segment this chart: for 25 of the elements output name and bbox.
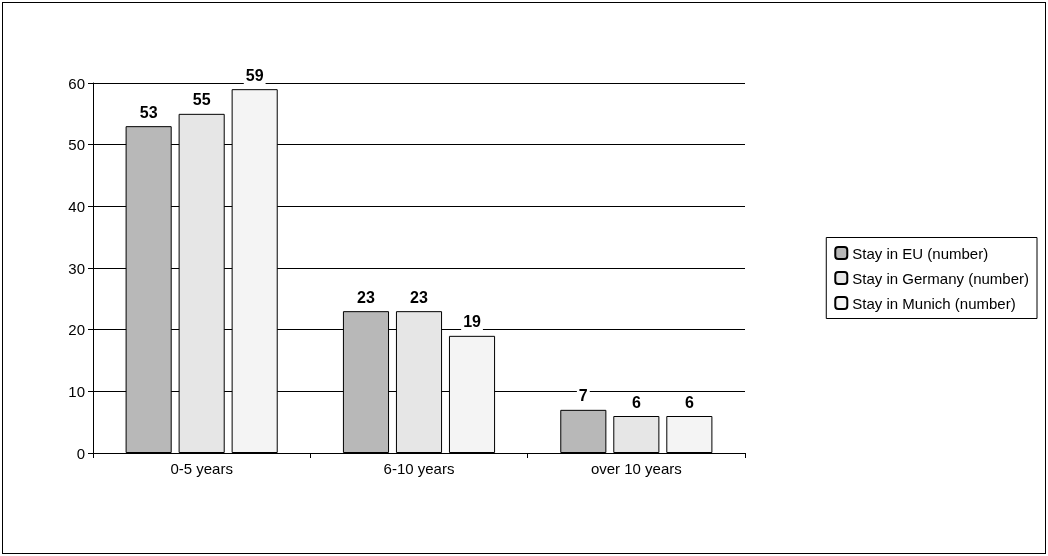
- data-label: 7: [578, 387, 588, 405]
- x-tick-label: 6-10 years: [383, 460, 455, 477]
- y-tick-label: 50: [68, 136, 85, 154]
- bar: [560, 409, 607, 453]
- x-tick-label: 0-5 years: [170, 460, 233, 477]
- data-label: 19: [463, 313, 482, 331]
- data-label: 23: [410, 288, 428, 306]
- data-label: 6: [631, 393, 641, 411]
- y-tick-label: 60: [68, 74, 85, 92]
- y-tick-label: 10: [68, 382, 85, 400]
- y-tick-label: 20: [68, 321, 85, 339]
- y-tick-label: 30: [68, 259, 85, 277]
- data-label: 23: [357, 288, 375, 306]
- y-tick-label: 40: [68, 197, 85, 215]
- legend-label: Stay in EU (number): [852, 244, 989, 262]
- legend-label: Stay in Germany (number): [852, 269, 1030, 287]
- data-label: 53: [139, 103, 158, 121]
- y-tick-label: 0: [76, 444, 85, 462]
- legend-label: Stay in Munich (number): [852, 294, 1016, 312]
- bar: [613, 416, 660, 453]
- bar: [666, 416, 713, 453]
- x-tick-label: over 10 years: [590, 460, 682, 477]
- data-label: 6: [684, 393, 694, 411]
- data-label: 55: [192, 91, 211, 109]
- data-label: 59: [245, 66, 264, 84]
